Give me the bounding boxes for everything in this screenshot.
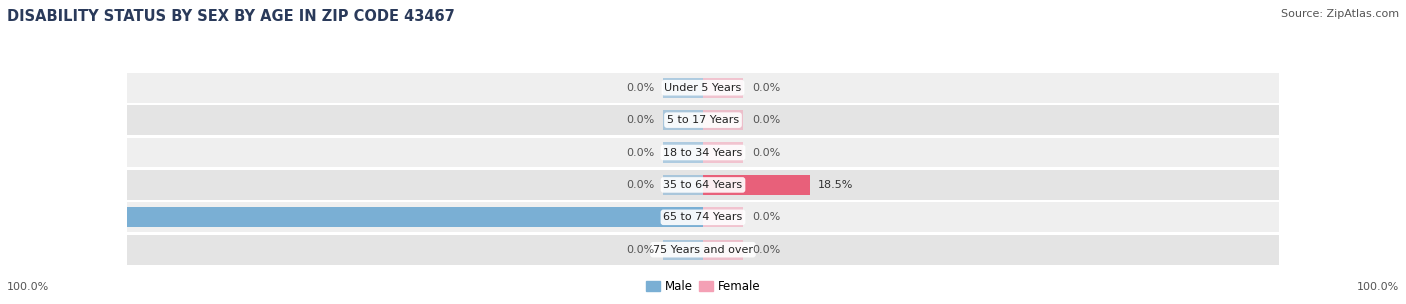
Text: 100.0%: 100.0% bbox=[73, 212, 118, 222]
Bar bbox=[703, 110, 744, 130]
Text: 65 to 74 Years: 65 to 74 Years bbox=[664, 212, 742, 222]
Bar bbox=[662, 240, 703, 260]
Text: 0.0%: 0.0% bbox=[752, 115, 780, 125]
Text: 0.0%: 0.0% bbox=[626, 147, 654, 157]
Bar bbox=[703, 240, 744, 260]
Legend: Male, Female: Male, Female bbox=[641, 276, 765, 298]
Text: 100.0%: 100.0% bbox=[7, 282, 49, 292]
Bar bbox=[662, 78, 703, 98]
Bar bbox=[127, 235, 1279, 264]
Bar bbox=[703, 207, 744, 227]
Bar bbox=[703, 78, 744, 98]
Text: Source: ZipAtlas.com: Source: ZipAtlas.com bbox=[1281, 9, 1399, 19]
Text: 5 to 17 Years: 5 to 17 Years bbox=[666, 115, 740, 125]
Text: 0.0%: 0.0% bbox=[752, 245, 780, 255]
Text: 0.0%: 0.0% bbox=[752, 83, 780, 93]
Bar bbox=[662, 110, 703, 130]
Text: DISABILITY STATUS BY SEX BY AGE IN ZIP CODE 43467: DISABILITY STATUS BY SEX BY AGE IN ZIP C… bbox=[7, 9, 454, 24]
Bar bbox=[703, 175, 810, 195]
Bar bbox=[703, 143, 744, 163]
Bar bbox=[127, 138, 1279, 168]
Text: 18 to 34 Years: 18 to 34 Years bbox=[664, 147, 742, 157]
Bar bbox=[127, 170, 1279, 200]
Bar bbox=[662, 143, 703, 163]
Bar bbox=[662, 175, 703, 195]
Text: 0.0%: 0.0% bbox=[626, 115, 654, 125]
Text: 75 Years and over: 75 Years and over bbox=[652, 245, 754, 255]
Text: 0.0%: 0.0% bbox=[752, 212, 780, 222]
Text: 0.0%: 0.0% bbox=[626, 180, 654, 190]
Text: 35 to 64 Years: 35 to 64 Years bbox=[664, 180, 742, 190]
Bar bbox=[127, 207, 703, 227]
Text: 0.0%: 0.0% bbox=[752, 147, 780, 157]
Text: 100.0%: 100.0% bbox=[1357, 282, 1399, 292]
Text: Under 5 Years: Under 5 Years bbox=[665, 83, 741, 93]
Text: 0.0%: 0.0% bbox=[626, 83, 654, 93]
Bar bbox=[127, 202, 1279, 232]
Text: 18.5%: 18.5% bbox=[818, 180, 853, 190]
Bar bbox=[127, 105, 1279, 135]
Bar bbox=[127, 73, 1279, 103]
Text: 0.0%: 0.0% bbox=[626, 245, 654, 255]
